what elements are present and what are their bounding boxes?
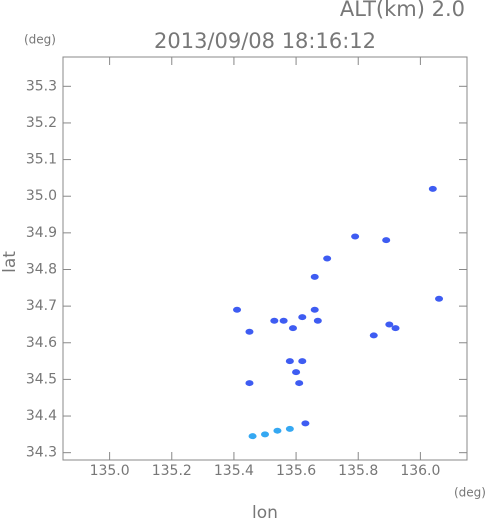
x-tick-label: 135.0 bbox=[90, 463, 130, 479]
y-unit: (deg) bbox=[24, 33, 56, 47]
y-tick-label: 35.3 bbox=[26, 78, 57, 94]
y-tick-label: 34.3 bbox=[26, 445, 57, 461]
echo-point bbox=[270, 317, 279, 324]
y-tick-label: 35.1 bbox=[26, 152, 57, 168]
echo-point bbox=[310, 306, 319, 313]
y-tick-label: 34.6 bbox=[26, 335, 57, 351]
echo-point bbox=[279, 317, 288, 324]
y-tick-label: 34.7 bbox=[26, 298, 57, 314]
echo-point bbox=[382, 237, 391, 244]
x-axis-label: lon bbox=[252, 503, 278, 521]
chart-title: 2013/09/08 18:16:12 bbox=[154, 29, 376, 53]
echo-point bbox=[428, 185, 437, 192]
echo-point bbox=[285, 358, 294, 365]
x-tick-label: 135.6 bbox=[276, 463, 316, 479]
x-unit: (deg) bbox=[454, 486, 486, 500]
echo-point bbox=[301, 420, 310, 427]
echo-point bbox=[273, 427, 282, 434]
altitude-label: ALT(km) 2.0 bbox=[340, 0, 465, 21]
echo-point bbox=[313, 317, 322, 324]
echo-point bbox=[295, 380, 304, 387]
echo-point bbox=[435, 295, 444, 302]
echo-point bbox=[323, 255, 332, 262]
echo-point bbox=[261, 431, 269, 438]
echo-point bbox=[298, 358, 307, 365]
echo-point bbox=[351, 233, 360, 240]
echo-point bbox=[233, 306, 242, 313]
y-axis-label: lat bbox=[0, 251, 20, 273]
x-tick-label: 135.2 bbox=[152, 463, 192, 479]
y-tick-label: 34.8 bbox=[26, 261, 57, 277]
y-tick-label: 34.5 bbox=[26, 371, 57, 387]
echo-point bbox=[245, 380, 254, 387]
x-tick-label: 135.4 bbox=[214, 463, 254, 479]
y-tick-label: 34.9 bbox=[26, 225, 57, 241]
plot-frame bbox=[62, 56, 468, 461]
x-tick-label: 135.8 bbox=[338, 463, 378, 479]
echo-point bbox=[245, 328, 254, 335]
echo-point bbox=[248, 433, 257, 440]
echo-point bbox=[292, 369, 301, 376]
y-tick-label: 35.0 bbox=[26, 188, 57, 204]
echo-point bbox=[285, 425, 294, 432]
echo-point bbox=[298, 314, 307, 321]
x-tick-label: 136.0 bbox=[400, 463, 440, 479]
y-tick-label: 34.4 bbox=[26, 408, 57, 424]
echo-point bbox=[391, 325, 400, 332]
echo-point bbox=[310, 273, 319, 280]
echo-point bbox=[385, 321, 394, 328]
echo-point bbox=[369, 332, 378, 339]
echo-point bbox=[288, 325, 297, 332]
y-tick-label: 35.2 bbox=[26, 115, 57, 131]
